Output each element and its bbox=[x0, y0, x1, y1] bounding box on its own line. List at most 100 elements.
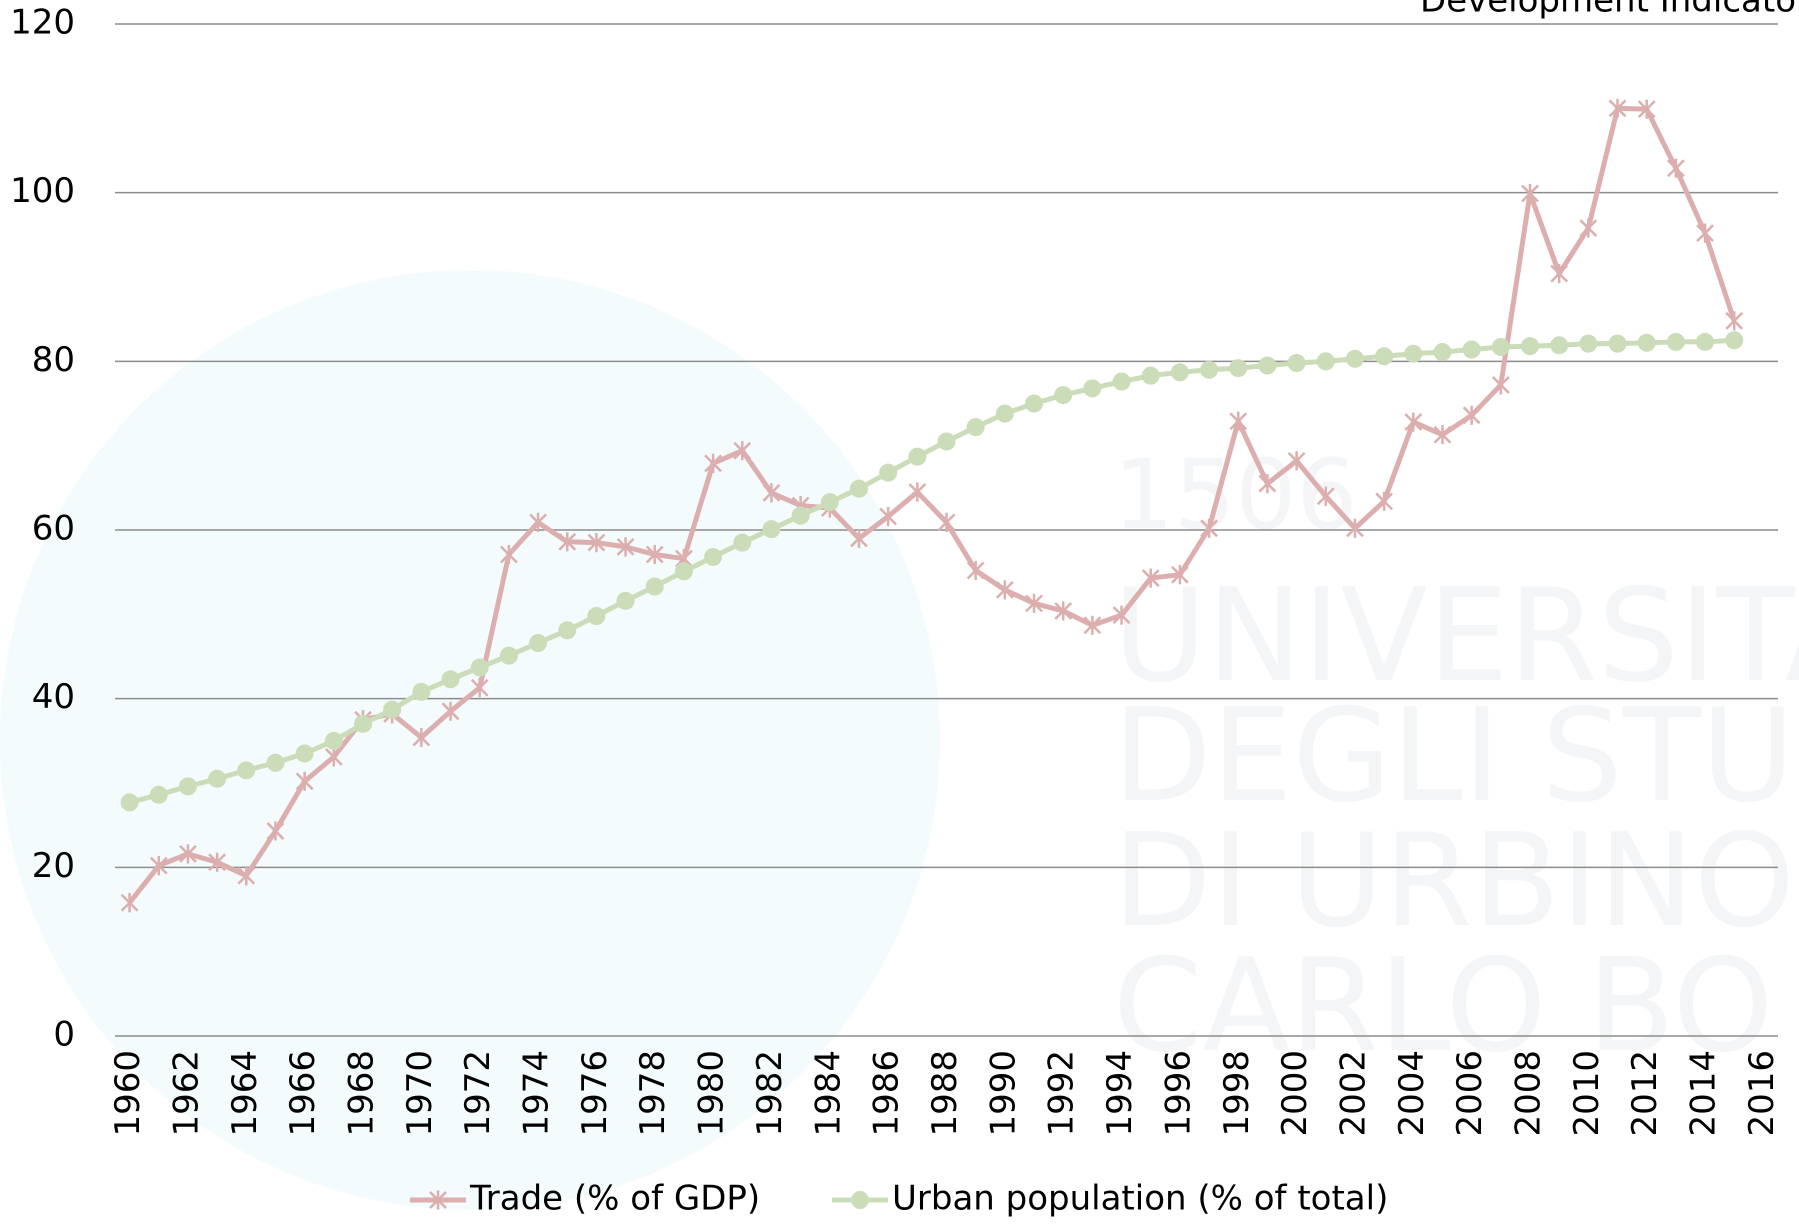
data-point bbox=[1696, 223, 1714, 243]
y-tick-label: 0 bbox=[53, 1015, 75, 1055]
data-point bbox=[558, 532, 577, 552]
data-point bbox=[237, 866, 256, 886]
x-tick-label: 1974 bbox=[517, 1050, 557, 1137]
data-point bbox=[529, 634, 548, 653]
data-point bbox=[266, 821, 285, 841]
x-tick-label: 1982 bbox=[750, 1050, 790, 1137]
data-point bbox=[1608, 334, 1627, 353]
data-point bbox=[1258, 356, 1277, 375]
chart-title: Development Indicato bbox=[1420, 0, 1796, 21]
data-point bbox=[120, 893, 139, 913]
data-point bbox=[587, 607, 606, 626]
y-tick-label: 120 bbox=[10, 3, 75, 43]
data-point bbox=[1345, 349, 1364, 368]
data-point bbox=[1491, 337, 1510, 356]
data-point bbox=[1375, 347, 1394, 366]
data-point bbox=[1404, 412, 1423, 432]
legend-marker bbox=[851, 1191, 869, 1209]
data-point bbox=[266, 753, 285, 772]
data-point bbox=[966, 560, 985, 581]
data-point bbox=[937, 512, 956, 533]
x-tick-label: 1996 bbox=[1158, 1050, 1198, 1137]
data-point bbox=[1637, 333, 1656, 352]
x-tick-label: 1992 bbox=[1042, 1050, 1082, 1137]
x-tick-label: 1986 bbox=[867, 1050, 907, 1137]
y-tick-label: 60 bbox=[32, 509, 75, 549]
data-point bbox=[383, 700, 402, 719]
data-point bbox=[412, 727, 431, 748]
x-tick-label: 1968 bbox=[341, 1050, 381, 1137]
data-point bbox=[879, 463, 898, 482]
x-tick-label: 2014 bbox=[1684, 1050, 1724, 1137]
data-point bbox=[324, 747, 343, 767]
data-point bbox=[208, 769, 227, 788]
data-point bbox=[995, 404, 1014, 423]
data-point bbox=[1083, 615, 1102, 635]
data-point bbox=[1229, 411, 1248, 431]
data-point bbox=[1521, 183, 1539, 204]
x-tick-label: 1966 bbox=[283, 1050, 323, 1137]
y-tick-label: 80 bbox=[32, 340, 75, 380]
x-tick-label: 2012 bbox=[1625, 1050, 1665, 1137]
data-point bbox=[733, 441, 752, 461]
data-point bbox=[499, 646, 518, 665]
data-point bbox=[295, 771, 314, 791]
data-point bbox=[704, 547, 723, 566]
data-point bbox=[1171, 565, 1189, 585]
x-tick-label: 1988 bbox=[925, 1050, 965, 1137]
data-point bbox=[937, 432, 956, 451]
data-point bbox=[1666, 332, 1685, 351]
data-point bbox=[1491, 375, 1510, 395]
legend-label: Urban population (% of total) bbox=[892, 1179, 1388, 1219]
data-point bbox=[645, 577, 664, 596]
data-point bbox=[879, 506, 898, 527]
data-point bbox=[791, 506, 810, 525]
data-point bbox=[1608, 98, 1627, 118]
data-point bbox=[616, 591, 635, 610]
data-point bbox=[849, 479, 868, 498]
data-point bbox=[908, 447, 927, 466]
data-point bbox=[1258, 474, 1277, 494]
data-point bbox=[149, 856, 168, 876]
data-point bbox=[1521, 337, 1540, 356]
y-tick-label: 100 bbox=[10, 171, 75, 211]
data-point bbox=[616, 537, 635, 557]
data-point bbox=[1433, 343, 1452, 362]
data-point bbox=[1462, 405, 1481, 425]
data-point bbox=[179, 844, 197, 864]
data-point bbox=[1316, 352, 1335, 371]
data-point bbox=[966, 418, 985, 437]
data-point bbox=[1550, 264, 1569, 284]
data-point bbox=[412, 682, 431, 701]
data-point bbox=[1637, 99, 1656, 119]
x-tick-label: 2000 bbox=[1275, 1050, 1315, 1137]
x-tick-label: 1970 bbox=[400, 1050, 440, 1137]
data-point bbox=[1083, 379, 1102, 398]
x-tick-label: 2002 bbox=[1333, 1050, 1373, 1137]
data-point bbox=[558, 621, 577, 640]
data-point bbox=[1025, 593, 1043, 613]
x-tick-label: 1976 bbox=[575, 1050, 615, 1137]
data-point bbox=[1054, 386, 1073, 405]
data-point bbox=[1287, 354, 1306, 373]
x-tick-label: 1972 bbox=[458, 1050, 498, 1137]
data-point bbox=[1579, 334, 1598, 353]
data-point bbox=[441, 701, 460, 721]
x-tick-label: 2006 bbox=[1450, 1050, 1490, 1137]
data-point bbox=[1170, 363, 1189, 382]
data-point bbox=[908, 482, 927, 502]
y-tick-label: 40 bbox=[32, 677, 75, 717]
x-tick-label: 2016 bbox=[1742, 1050, 1782, 1137]
watermark-seal bbox=[0, 270, 940, 1210]
data-point bbox=[1112, 605, 1131, 625]
data-point bbox=[470, 678, 489, 698]
x-tick-label: 1980 bbox=[692, 1050, 732, 1137]
data-point bbox=[1200, 360, 1219, 379]
data-point bbox=[441, 670, 460, 689]
data-point bbox=[1287, 451, 1306, 471]
data-point bbox=[1579, 218, 1598, 238]
watermark-text: UNIVERSITÀ bbox=[1113, 561, 1799, 711]
data-point bbox=[1696, 332, 1715, 351]
